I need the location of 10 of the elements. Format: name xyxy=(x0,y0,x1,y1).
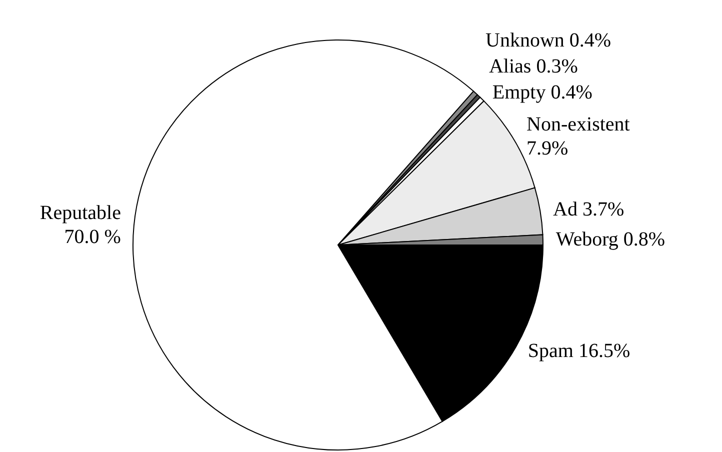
slice-label: Reputable xyxy=(40,202,122,224)
slice-label: Spam 16.5% xyxy=(528,340,630,362)
slice-label: Empty 0.4% xyxy=(492,82,592,104)
slice-label: Alias 0.3% xyxy=(488,56,578,78)
data-label: 70.0 % xyxy=(64,226,121,248)
slice-label: Unknown 0.4% xyxy=(486,30,612,52)
data-label: 7.9% xyxy=(526,138,568,160)
slice-label: Ad 3.7% xyxy=(553,198,624,221)
slice-label: Weborg 0.8% xyxy=(556,228,666,251)
slice-label: Non-existent xyxy=(526,114,630,136)
